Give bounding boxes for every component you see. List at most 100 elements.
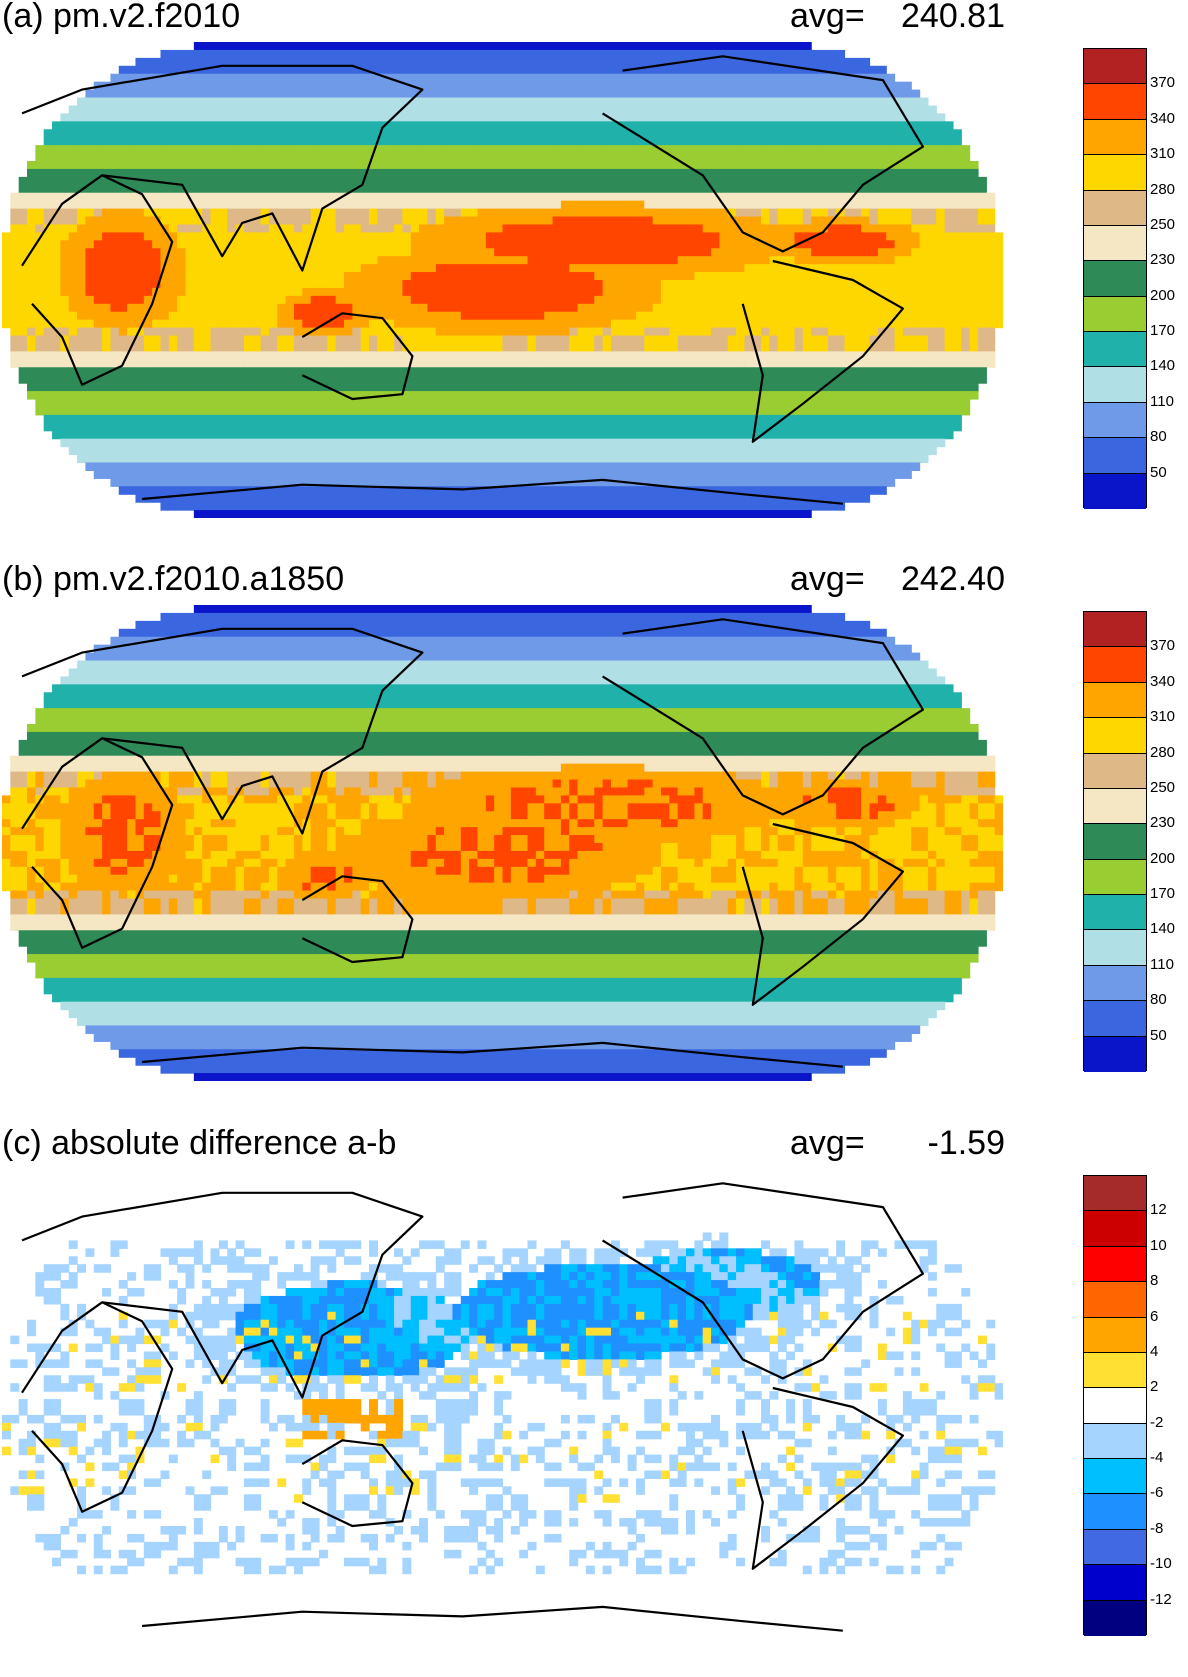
map-cell (644, 224, 654, 233)
map-cell (894, 375, 904, 384)
map-cell (936, 248, 946, 257)
map-cell (377, 335, 387, 345)
map-cell (85, 351, 95, 360)
map-cell (160, 176, 170, 186)
map-cell (460, 216, 470, 226)
map-cell (736, 42, 746, 51)
map-cell (485, 192, 495, 202)
map-cell (193, 295, 203, 305)
map-cell (377, 129, 387, 138)
map-cell (252, 57, 262, 67)
map-cell (227, 153, 237, 162)
map-cell (68, 232, 78, 241)
map-cell (627, 359, 637, 368)
map-cell (143, 57, 153, 67)
map-cell (952, 137, 962, 146)
map-cell (635, 42, 645, 51)
map-cell (318, 81, 328, 91)
map-cell (577, 73, 587, 83)
map-cell (702, 264, 712, 273)
map-cell (293, 287, 303, 297)
map-cell (877, 303, 887, 313)
map-cell (610, 248, 620, 257)
map-cell (469, 367, 479, 376)
map-cell (819, 200, 829, 210)
map-cell (127, 129, 137, 138)
map-cell (152, 232, 162, 241)
map-cell (635, 200, 645, 210)
map-cell (944, 383, 954, 392)
map-cell (727, 145, 737, 154)
map-cell (302, 248, 312, 257)
map-cell (585, 105, 595, 114)
map-cell (302, 89, 312, 99)
map-cell (402, 248, 412, 257)
map-cell (335, 248, 345, 257)
map-cell (752, 145, 762, 154)
map-cell (836, 383, 846, 392)
map-cell (410, 121, 420, 130)
map-cell (268, 248, 278, 257)
map-cell (477, 351, 487, 360)
map-cell (585, 248, 595, 257)
map-cell (644, 73, 654, 83)
map-cell (961, 184, 971, 194)
map-cell (535, 200, 545, 210)
map-cell (594, 256, 604, 265)
map-cell (102, 121, 112, 130)
map-cell (502, 168, 512, 178)
map-cell (560, 81, 570, 91)
map-cell (936, 256, 946, 265)
map-cell (268, 42, 278, 51)
map-cell (977, 375, 987, 384)
map-cell (686, 192, 695, 202)
map-cell (385, 161, 395, 170)
map-cell (185, 327, 195, 337)
map-cell (43, 375, 53, 384)
map-cell (527, 137, 537, 146)
map-cell (152, 311, 162, 321)
map-cell (769, 129, 779, 138)
map-cell (252, 81, 262, 91)
map-cell (569, 319, 579, 329)
map-cell (911, 153, 921, 162)
map-cell (385, 57, 395, 67)
map-cell (452, 383, 462, 392)
map-cell (786, 113, 796, 122)
map-cell (227, 367, 237, 376)
map-cell (118, 256, 128, 265)
map-cell (961, 383, 971, 392)
map-cell (410, 335, 420, 345)
map-cell (911, 232, 921, 241)
map-cell (77, 359, 87, 368)
map-cell (694, 256, 704, 265)
map-cell (535, 208, 545, 218)
map-cell (444, 192, 454, 202)
map-cell (794, 327, 804, 337)
map-cell (502, 359, 512, 368)
map-cell (252, 391, 262, 400)
map-cell (352, 81, 362, 91)
map-cell (535, 153, 545, 162)
map-cell (702, 208, 712, 218)
map-cell (844, 351, 854, 360)
map-cell (277, 375, 287, 384)
map-cell (677, 232, 687, 241)
map-cell (811, 73, 821, 83)
map-cell (285, 42, 295, 51)
map-cell (802, 311, 812, 321)
map-cell (677, 240, 687, 249)
map-cell (344, 303, 353, 313)
map-cell (736, 153, 746, 162)
map-cell (135, 168, 145, 178)
map-cell (669, 295, 679, 305)
map-cell (77, 391, 87, 400)
map-cell (135, 105, 145, 114)
map-cell (777, 287, 787, 297)
map-cell (160, 272, 170, 281)
map-cell (952, 192, 962, 202)
map-cell (335, 256, 345, 265)
map-cell (769, 89, 779, 99)
map-cell (202, 153, 212, 162)
map-cell (168, 232, 178, 241)
